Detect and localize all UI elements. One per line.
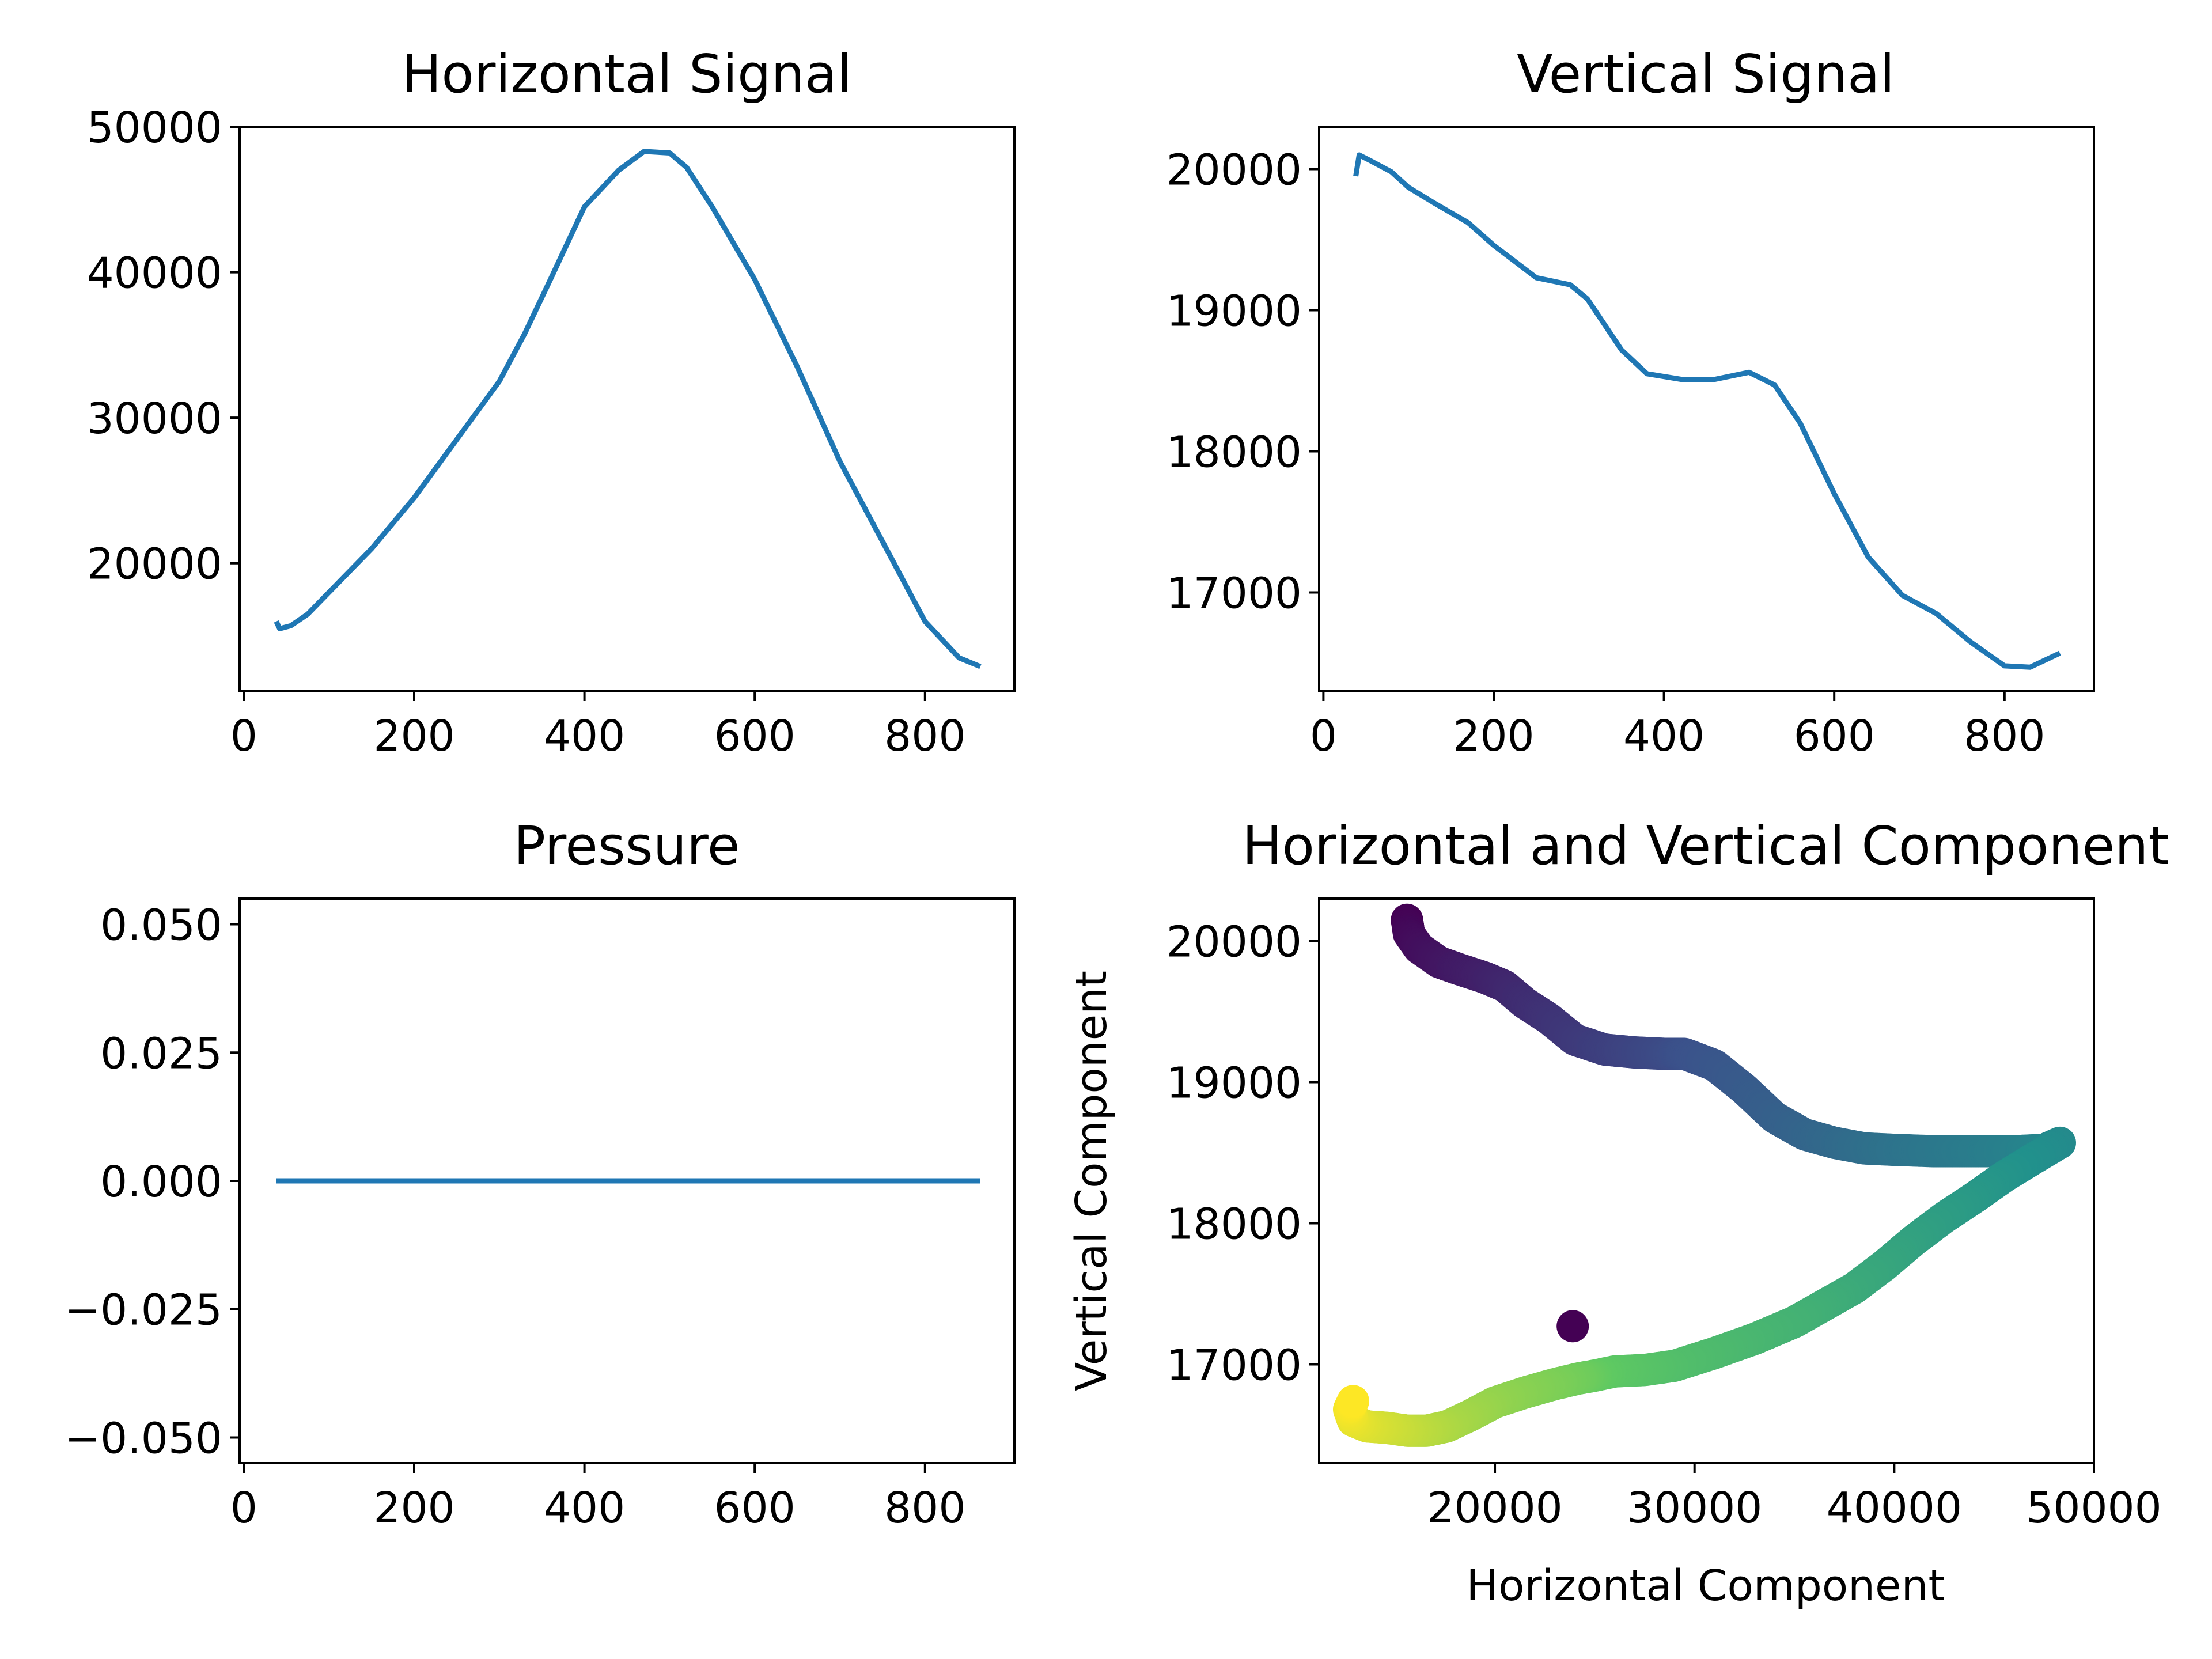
horizontal-y-tick-label: 20000 — [87, 540, 222, 589]
pressure-x-tick-label: 400 — [544, 1483, 625, 1533]
vertical-signal-title: Vertical Signal — [1517, 43, 1895, 105]
components-title: Horizontal and Vertical Component — [1242, 815, 2169, 877]
components-y-tick-label: 17000 — [1166, 1341, 1302, 1391]
pressure-y-tick-label: 0.050 — [100, 901, 222, 950]
vertical-y-tick-label: 19000 — [1166, 287, 1302, 336]
vertical-y-tick-label: 20000 — [1166, 146, 1302, 195]
vertical-x-tick-label: 0 — [1310, 711, 1337, 761]
vertical-x-tick-label: 800 — [1964, 711, 2045, 761]
vertical-x-tick-label: 400 — [1623, 711, 1705, 761]
pressure-y-tick-label: −0.025 — [65, 1286, 222, 1335]
horizontal-axes-frame — [238, 126, 1016, 692]
pressure-panel: Pressure 0 200 400 600 800 −0.050 −0.025 0.000 0… — [65, 815, 1016, 1533]
horizontal-y-tick-label: 40000 — [87, 249, 222, 298]
components-x-tick-label: 30000 — [1627, 1483, 1762, 1533]
vertical-y-tick-label: 18000 — [1166, 428, 1302, 478]
components-scatter-point — [1336, 1385, 1369, 1418]
vertical-plot-area — [1353, 152, 2061, 670]
components-y-tick-label: 20000 — [1166, 918, 1302, 967]
pressure-y-tick-label: 0.025 — [100, 1029, 222, 1078]
vertical-x-tick-label: 200 — [1453, 711, 1534, 761]
horizontal-y-tick-label: 50000 — [87, 103, 222, 153]
horizontal-plot-area — [274, 149, 982, 669]
vertical-y-tick-label: 17000 — [1166, 569, 1302, 619]
pressure-y-tick-label: −0.050 — [65, 1414, 222, 1463]
components-x-tick-label: 50000 — [2026, 1483, 2161, 1533]
components-y-axis-label: Vertical Component — [1067, 971, 1116, 1391]
components-outlier-point — [1556, 1310, 1589, 1343]
vertical-x-tick-label: 600 — [1794, 711, 1875, 761]
horizontal-x-tick-label: 0 — [230, 711, 257, 761]
horizontal-series-line — [274, 149, 982, 669]
components-y-tick-label: 18000 — [1166, 1200, 1302, 1249]
pressure-x-tick-label: 600 — [714, 1483, 796, 1533]
components-x-tick-label: 40000 — [1827, 1483, 1962, 1533]
vertical-axes-frame — [1318, 126, 2095, 692]
components-panel: Horizontal and Vertical Component Horizo… — [1067, 815, 2169, 1611]
pressure-y-tick-label: 0.000 — [100, 1157, 222, 1207]
horizontal-y-tick-label: 30000 — [87, 394, 222, 444]
vertical-signal-panel: Vertical Signal 0 200 400 600 800 17000 18000 1… — [1166, 43, 2095, 761]
vertical-series-line — [1353, 152, 2061, 670]
horizontal-x-tick-label: 800 — [884, 711, 965, 761]
components-y-tick-label: 19000 — [1166, 1059, 1302, 1108]
horizontal-signal-title: Horizontal Signal — [402, 43, 852, 105]
components-plot-area — [1333, 903, 2076, 1447]
horizontal-x-tick-label: 200 — [373, 711, 454, 761]
components-axes-frame — [1318, 897, 2095, 1464]
pressure-x-tick-label: 0 — [230, 1483, 257, 1533]
pressure-x-tick-label: 800 — [884, 1483, 965, 1533]
components-x-tick-label: 20000 — [1427, 1483, 1562, 1533]
components-x-axis-label: Horizontal Component — [1467, 1561, 1945, 1611]
horizontal-signal-panel: Horizontal Signal 0 200 400 600 800 20000 3000… — [87, 43, 1016, 761]
horizontal-x-tick-label: 400 — [544, 711, 625, 761]
pressure-x-tick-label: 200 — [373, 1483, 454, 1533]
horizontal-x-tick-label: 600 — [714, 711, 796, 761]
pressure-title: Pressure — [514, 815, 740, 877]
